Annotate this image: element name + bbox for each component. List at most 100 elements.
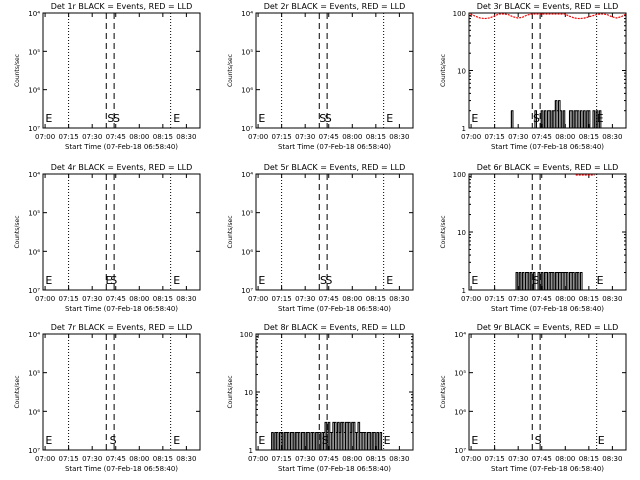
marker-e: E xyxy=(471,112,478,125)
x-axis-label: Start Time (07-Feb-18 06:58:40) xyxy=(65,465,178,473)
marker-e: E xyxy=(45,274,52,287)
x-tick-label: 07:00 xyxy=(461,133,481,141)
x-tick-label: 07:45 xyxy=(319,455,339,463)
panel-det-7: Det 7r BLACK = Events, RED = LLD 10⁷ 10⁶ 10… xyxy=(14,323,201,473)
y-tick-label: 100 xyxy=(240,331,253,339)
y-tick-label: 10⁵ xyxy=(454,370,466,378)
x-tick-label: 07:00 xyxy=(35,133,55,141)
events-series xyxy=(271,421,384,451)
y-axis-label: Counts/sec xyxy=(440,375,447,408)
x-tick-label: 07:15 xyxy=(485,295,505,303)
marker-e: E xyxy=(384,434,391,447)
y-tick-label: 1 xyxy=(462,125,466,133)
y-axis-label: Counts/sec xyxy=(14,54,21,87)
x-tick-label: 07:45 xyxy=(319,133,339,141)
y-tick-label: 10⁴ xyxy=(241,10,253,18)
y-tick-label: 1 xyxy=(462,287,466,295)
panel-det-6: Det 6r BLACK = Events, RED = LLD 1 10 100 Co… xyxy=(440,163,627,313)
x-tick-label: 07:45 xyxy=(532,455,552,463)
marker-s: S xyxy=(532,274,539,287)
marker-s: S xyxy=(319,112,326,125)
panel-det-9: Det 9r BLACK = Events, RED = LLD 10⁷ 10⁶ 10… xyxy=(440,323,627,473)
x-tick-label: 07:45 xyxy=(106,455,126,463)
x-axis-label: Start Time (07-Feb-18 06:58:40) xyxy=(278,305,391,313)
y-tick-label: 10⁷ xyxy=(28,125,40,133)
panel-title: Det 4r BLACK = Events, RED = LLD xyxy=(51,163,193,172)
panel-title: Det 2r BLACK = Events, RED = LLD xyxy=(264,2,406,11)
x-tick-label: 07:15 xyxy=(272,455,292,463)
x-tick-label: 08:15 xyxy=(579,133,599,141)
lld-series xyxy=(470,13,627,20)
y-tick-label: 10⁵ xyxy=(28,48,40,56)
x-tick-label: 07:45 xyxy=(106,295,126,303)
y-tick-label: 10 xyxy=(457,68,466,76)
panel-det-4: Det 4r BLACK = Events, RED = LLD 10⁷ 10⁶ 10… xyxy=(14,163,201,313)
marker-e: E xyxy=(597,112,604,125)
x-tick-label: 08:15 xyxy=(366,133,386,141)
x-tick-label: 07:00 xyxy=(248,455,268,463)
y-tick-label: 10⁷ xyxy=(454,447,466,455)
x-tick-label: 07:30 xyxy=(295,295,315,303)
marker-s: S xyxy=(110,434,117,447)
marker-e: E xyxy=(45,434,52,447)
panel-title: Det 1r BLACK = Events, RED = LLD xyxy=(51,2,193,11)
y-tick-label: 10⁷ xyxy=(241,287,253,295)
x-tick-label: 07:00 xyxy=(461,295,481,303)
y-tick-label: 10 xyxy=(457,229,466,237)
x-tick-label: 07:30 xyxy=(508,455,528,463)
marker-s: S xyxy=(535,434,542,447)
panel-det-3: Det 3r BLACK = Events, RED = LLD 1 10 100 Co… xyxy=(440,2,627,151)
marker-s: S xyxy=(533,112,540,125)
marker-e: E xyxy=(597,274,604,287)
plot-frame xyxy=(255,173,414,291)
y-tick-label: 10⁵ xyxy=(241,210,253,218)
plot-frame xyxy=(42,12,201,129)
marker-e: E xyxy=(173,112,180,125)
marker-s: S xyxy=(325,274,332,287)
x-tick-label: 08:30 xyxy=(602,133,622,141)
x-tick-label: 08:30 xyxy=(389,455,409,463)
y-tick-label: 10⁴ xyxy=(28,171,40,179)
marker-e: E xyxy=(45,112,52,125)
x-tick-label: 07:00 xyxy=(35,295,55,303)
y-axis-label: Counts/sec xyxy=(14,375,21,408)
x-tick-label: 07:15 xyxy=(272,295,292,303)
y-tick-label: 10⁴ xyxy=(241,171,253,179)
marker-e: E xyxy=(471,274,478,287)
x-tick-label: 08:30 xyxy=(602,295,622,303)
marker-s: S xyxy=(110,274,117,287)
x-tick-label: 07:30 xyxy=(82,133,102,141)
x-tick-label: 08:15 xyxy=(153,295,173,303)
x-tick-label: 08:00 xyxy=(555,295,575,303)
y-axis-label: Counts/sec xyxy=(440,54,447,87)
marker-s: S xyxy=(320,274,327,287)
y-axis-label: Counts/sec xyxy=(227,375,234,408)
x-tick-label: 07:15 xyxy=(485,133,505,141)
x-tick-label: 07:15 xyxy=(59,295,79,303)
marker-e: E xyxy=(105,274,112,287)
x-tick-label: 07:15 xyxy=(272,133,292,141)
y-tick-label: 1 xyxy=(249,447,253,455)
marker-e: E xyxy=(598,434,605,447)
y-tick-label: 10⁵ xyxy=(28,370,40,378)
x-tick-label: 08:15 xyxy=(153,133,173,141)
x-tick-label: 07:00 xyxy=(248,295,268,303)
y-axis-label: Counts/sec xyxy=(227,54,234,87)
marker-e: E xyxy=(386,274,393,287)
y-tick-label: 10⁶ xyxy=(241,87,253,95)
x-tick-label: 08:00 xyxy=(129,455,149,463)
x-tick-label: 07:00 xyxy=(461,455,481,463)
x-tick-label: 07:30 xyxy=(295,455,315,463)
x-tick-label: 07:15 xyxy=(485,455,505,463)
marker-e: E xyxy=(258,112,265,125)
x-tick-label: 07:45 xyxy=(319,295,339,303)
plot-frame xyxy=(42,333,201,451)
y-tick-label: 10⁷ xyxy=(28,287,40,295)
marker-s: S xyxy=(113,112,120,125)
plot-frame xyxy=(468,333,627,451)
x-tick-label: 08:30 xyxy=(176,455,196,463)
marker-e: E xyxy=(471,434,478,447)
x-tick-label: 07:45 xyxy=(106,133,126,141)
x-axis-label: Start Time (07-Feb-18 06:58:40) xyxy=(278,465,391,473)
y-tick-label: 10⁶ xyxy=(241,248,253,256)
